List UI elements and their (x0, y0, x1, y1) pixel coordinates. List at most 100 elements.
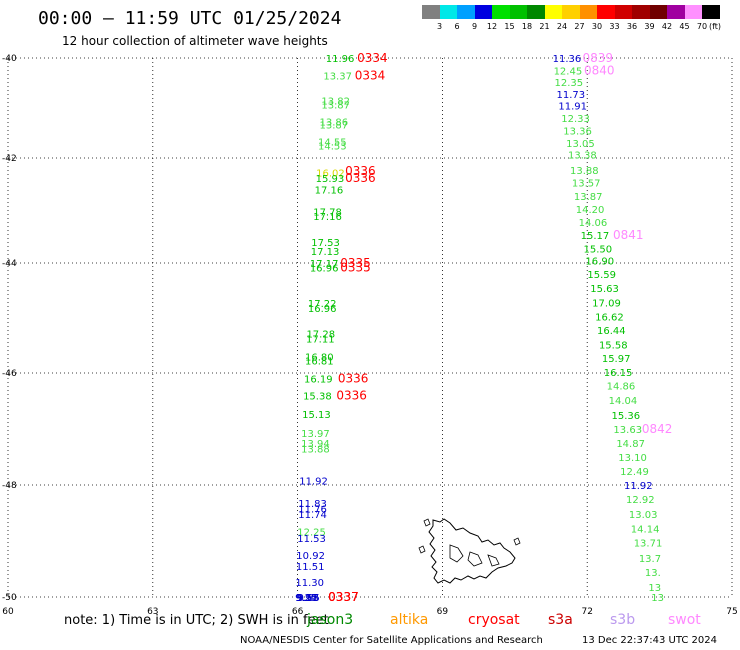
wave-height-label: 15.36 (611, 411, 640, 422)
wave-height-label: 13.87 (319, 121, 348, 132)
wave-height-label: 17.11 (306, 334, 335, 345)
lat-tick-label: -50 (2, 593, 17, 603)
colorbar-label: 36 (626, 22, 638, 31)
wave-height-label: 15.97 (602, 354, 631, 365)
wave-height-label: 15.50 (583, 244, 612, 255)
pass-time-label: 0337 (328, 590, 359, 604)
wave-height-label: 13.57 (572, 179, 601, 190)
wave-height-label: 13.03 (629, 510, 658, 521)
wave-height-label: 15.59 (587, 270, 616, 281)
wave-height-label: 13.05 (566, 139, 595, 150)
wave-height-label: 17.16 (315, 186, 344, 197)
wave-height-label: 11.74 (298, 510, 327, 521)
lat-tick-label: -48 (2, 481, 17, 491)
colorbar-swatch (702, 5, 720, 19)
wave-height-label: 9.25 (295, 593, 317, 604)
wave-height-label: 16.96 (310, 263, 339, 274)
wave-height-label: 16.96 (308, 304, 337, 315)
wave-height-label: 11.53 (297, 534, 326, 545)
colorbar-swatch (422, 5, 440, 19)
colorbar-swatch (667, 5, 685, 19)
wave-height-label: 16.44 (597, 326, 626, 337)
legend-cryosat: cryosat (468, 612, 520, 628)
pass-time-label: 0336 (345, 164, 376, 178)
wave-height-label: 16.62 (595, 312, 624, 323)
map-title: 00:00 — 11:59 UTC 01/25/2024 (38, 8, 342, 29)
wave-height-label: 15.17 (581, 231, 610, 242)
wave-height-label: 16.15 (604, 368, 633, 379)
wave-height-label: 14.53 (318, 142, 347, 153)
wave-height-label: 17.17 (310, 259, 339, 270)
legend-altika: altika (390, 612, 429, 628)
wave-height-label: 11.76 (298, 505, 327, 516)
colorbar-swatch (544, 5, 562, 19)
wave-height-label: 16.81 (305, 356, 334, 367)
colorbar-label: 70 (696, 22, 708, 31)
colorbar-label: 33 (609, 22, 620, 31)
wave-height-label: 11.36 (553, 54, 582, 65)
footer-note: note: 1) Time is in UTC; 2) SWH is in fe… (64, 613, 329, 628)
wave-height-label: 17.22 (308, 299, 337, 310)
wave-height-label: 13.86 (319, 118, 348, 129)
pass-time-label: 0337 (328, 590, 359, 604)
wave-height-label: 13.36 (563, 127, 592, 138)
wave-height-label: 17.78 (313, 208, 342, 219)
colorbar-label: 39 (644, 22, 655, 31)
colorbar-label: 27 (574, 22, 585, 31)
kerguelen-island-outline (418, 518, 521, 584)
pass-time-label: 0842 (642, 422, 673, 436)
colorbar-label: 9 (471, 22, 478, 31)
colorbar-swatch (649, 5, 667, 19)
wave-height-label: 12.49 (620, 467, 649, 478)
pass-time-label: 0336 (336, 388, 367, 402)
wave-height-label: 13 (651, 593, 664, 604)
pass-time-label: 0334 (357, 51, 388, 65)
wave-height-label: 15.63 (590, 284, 619, 295)
wave-height-label: 13.88 (301, 445, 330, 456)
wave-height-label: 13.37 (323, 72, 352, 83)
wave-height-label: 13.38 (568, 151, 597, 162)
colorbar-label: 3 (436, 22, 443, 31)
wave-height-label: 12.92 (626, 495, 655, 506)
colorbar-label: 45 (679, 22, 690, 31)
lon-tick-label: 69 (437, 607, 449, 617)
wave-height-label: 13.82 (321, 97, 350, 108)
colorbar-label: 6 (454, 22, 460, 31)
wave-height-label: 13.88 (570, 166, 599, 177)
wave-height-label: 13.94 (301, 439, 330, 450)
wave-height-label: 17.16 (313, 212, 342, 223)
pass-time-label: 0336 (338, 372, 369, 386)
wave-height-label: 11.51 (296, 562, 325, 573)
colorbar-label: 42 (661, 22, 673, 31)
legend-s3b: s3b (610, 612, 636, 628)
lat-tick-label: -44 (2, 259, 17, 269)
wave-height-label: 13.10 (618, 453, 647, 464)
legend-swot: swot (668, 612, 701, 628)
lon-tick-label: 72 (581, 607, 592, 617)
wave-height-label: 12.45 (554, 67, 583, 78)
wave-height-label: 13.97 (301, 429, 330, 440)
wave-height-label: 11.96 (326, 54, 355, 65)
wave-height-label: 14.14 (631, 525, 660, 536)
wave-height-label: 12.25 (297, 527, 326, 538)
wave-height-label: 13.87 (321, 101, 350, 112)
wave-height-label: 11.92 (299, 477, 328, 488)
wave-height-label: 11.83 (298, 499, 327, 510)
wave-height-label: 15.13 (302, 410, 331, 421)
lat-tick-label: -40 (2, 54, 17, 64)
wave-height-label: 9.97 (296, 593, 318, 604)
axis-labels: 60 63 66 69 72 75 -40 -42 -44 -46 -48 -50 (2, 54, 738, 617)
colorbar-swatch (684, 5, 702, 19)
pass-time-label: 0839 (583, 51, 614, 65)
pass-time-label: 0840 (584, 64, 615, 78)
wave-height-label: 16.80 (305, 353, 334, 364)
wave-height-label: 16.02 (316, 169, 345, 180)
pass-time-label: 0335 (340, 256, 371, 270)
wave-height-label: 17.09 (592, 299, 621, 310)
pass-time-label: 0841 (613, 228, 644, 242)
map-subtitle: 12 hour collection of altimeter wave hei… (62, 34, 328, 48)
wave-height-label: 17.13 (311, 247, 340, 258)
wave-height-label: 14.06 (579, 218, 608, 229)
wave-height-label: 11.30 (295, 578, 324, 589)
